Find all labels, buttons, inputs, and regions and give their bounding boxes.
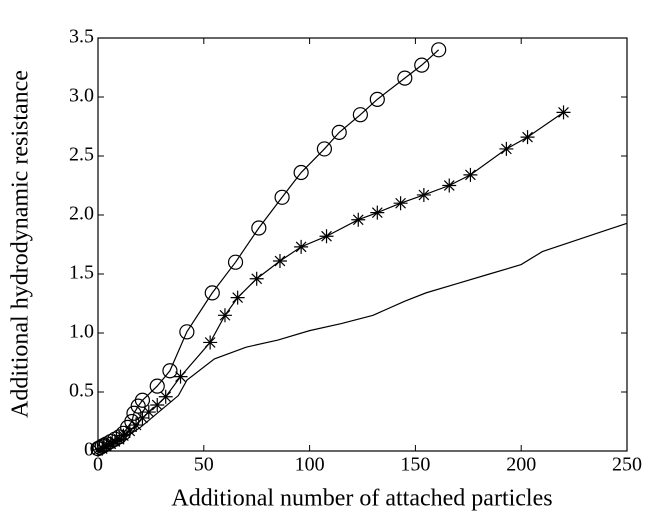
circle-marker [369,91,385,107]
circle-marker [126,405,142,421]
circle-marker [227,254,244,270]
star-marker [129,418,144,433]
circle-marker [397,70,413,86]
star-marker [249,271,264,286]
star-marker [173,369,188,384]
y-tick-label: 2.0 [69,203,94,225]
circle-marker [293,164,309,181]
circle-marker [134,392,151,408]
series-line [97,222,628,452]
y-tick-label: 3.5 [69,26,94,48]
star-marker [393,196,408,211]
circle-marker [251,220,267,236]
y-tick-label: 1.0 [69,321,94,343]
x-tick-label: 0 [93,454,103,476]
star-marker [230,290,245,305]
star-marker [294,239,309,254]
plot-frame [97,37,628,452]
star-marker [141,405,156,420]
series-line [97,49,440,450]
x-tick-label: 250 [612,454,642,476]
star-marker [442,178,457,193]
y-tick-label: 2.5 [69,144,94,166]
star-marker [370,205,385,220]
star-marker [122,423,137,438]
circle-marker [352,107,368,123]
star-marker [499,141,514,156]
y-tick-label: 0.5 [69,380,94,402]
star-marker [463,167,478,182]
circle-marker [274,189,290,205]
star-marker [150,397,165,412]
star-marker [91,442,105,457]
star-marker [135,410,150,425]
x-tick-label: 50 [194,454,214,476]
x-tick-label: 100 [295,454,325,476]
star-marker [217,308,232,323]
star-marker [107,434,122,449]
circle-marker [431,42,447,58]
star-marker [351,212,366,227]
star-marker [520,130,535,145]
star-marker [116,428,131,443]
y-axis-label: Additional hydrodynamic resistance [8,70,34,418]
star-marker [158,389,173,404]
star-marker [272,254,287,269]
star-marker [319,229,334,244]
circle-marker [149,378,165,394]
circle-marker [414,57,430,73]
star-marker [416,187,431,202]
circle-marker [179,324,195,340]
x-tick-label: 200 [506,454,536,476]
star-marker [103,436,118,451]
circle-marker [331,124,347,140]
circle-marker [204,285,220,301]
x-axis-label: Additional number of attached particles [171,486,552,512]
star-marker [203,335,218,350]
y-tick-label: 0 [84,439,94,461]
star-marker [556,105,571,120]
x-tick-label: 150 [400,454,430,476]
circle-marker [316,141,333,157]
y-tick-label: 1.5 [69,262,94,284]
circle-marker [162,363,178,379]
star-marker [99,439,114,454]
y-tick-label: 3.0 [69,85,94,107]
